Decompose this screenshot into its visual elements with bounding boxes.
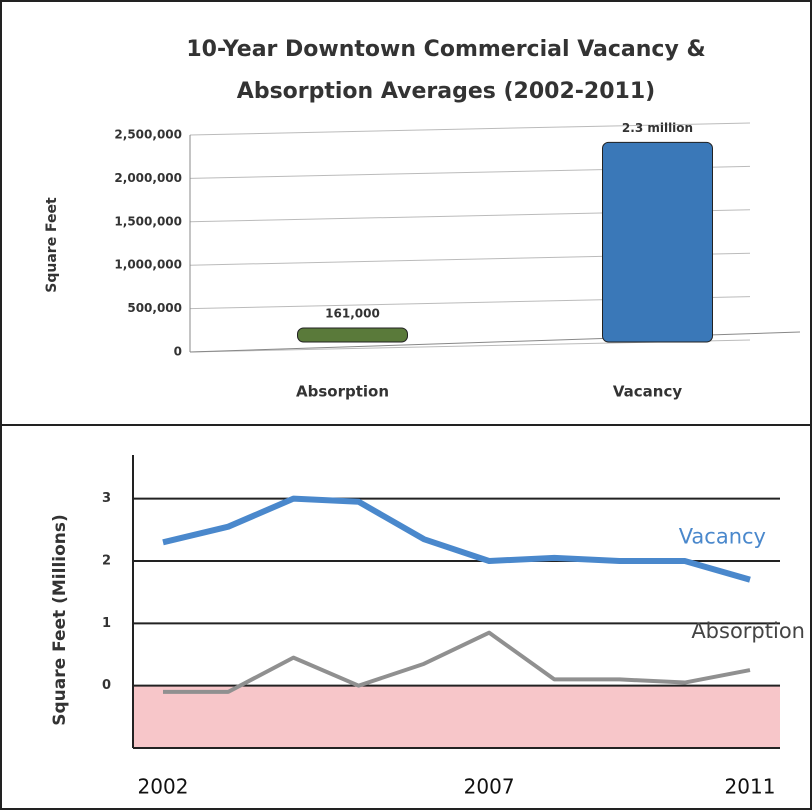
bottom-panel xyxy=(0,424,812,810)
y-tick-label: 1 xyxy=(102,616,111,631)
value-label: 2.3 million xyxy=(622,121,693,135)
y-tick-label: 2,000,000 xyxy=(114,171,182,185)
series-label: Absorption xyxy=(691,619,805,643)
series-label: Vacancy xyxy=(679,525,766,549)
x-tick-label: 2007 xyxy=(464,775,515,799)
y-tick-label: 1,000,000 xyxy=(114,258,182,272)
y-tick-label: 0 xyxy=(174,345,182,359)
bar xyxy=(297,327,408,343)
y-tick-label: 2 xyxy=(102,553,111,568)
x-tick-label: 2002 xyxy=(138,775,189,799)
y-tick-label: 1,500,000 xyxy=(114,214,182,228)
grid-line xyxy=(189,122,751,136)
y-tick-label: 500,000 xyxy=(127,301,182,315)
y-axis-label: Square Feet xyxy=(44,197,60,293)
x-tick-label: Absorption xyxy=(296,383,389,401)
value-label: 161,000 xyxy=(325,307,380,321)
negative-region xyxy=(133,685,780,748)
y-tick-label: 3 xyxy=(102,491,111,506)
bar xyxy=(602,141,713,343)
x-tick-label: 2011 xyxy=(725,775,776,799)
chart-title: 10-Year Downtown Commercial Vacancy & xyxy=(186,37,705,62)
chart-title-line2: Absorption Averages (2002-2011) xyxy=(237,79,655,104)
y-tick-label: 2,500,000 xyxy=(114,128,182,142)
y-axis-label: Square Feet (Millions) xyxy=(50,514,70,726)
y-tick-label: 0 xyxy=(102,678,111,693)
x-tick-label: Vacancy xyxy=(613,383,682,401)
series-line xyxy=(162,495,751,583)
series-line xyxy=(163,630,751,694)
